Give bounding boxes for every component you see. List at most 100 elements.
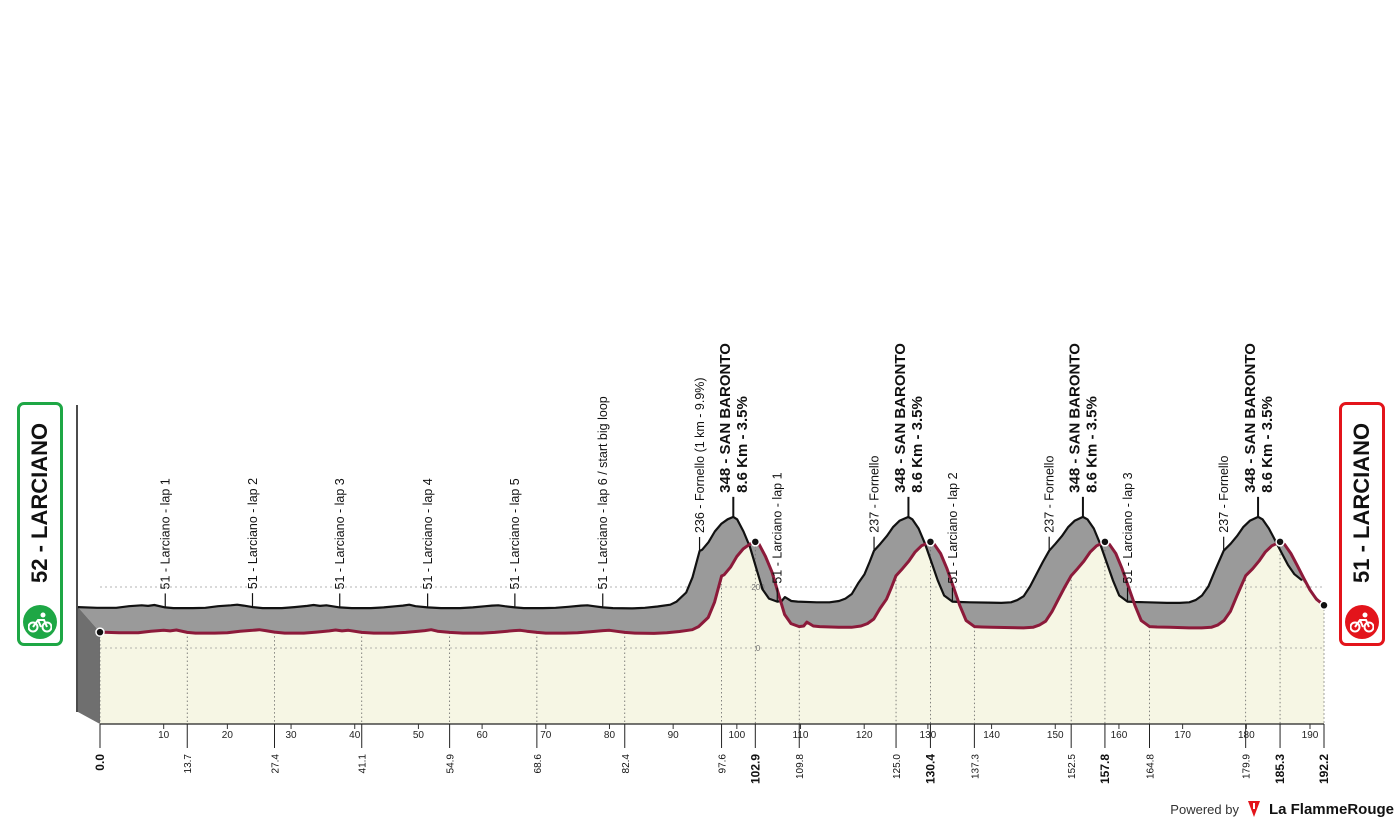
- km-mark-label-17: 185.3: [1273, 754, 1287, 784]
- x-tick-label-6: 70: [540, 730, 552, 741]
- finish-cyclist-icon: [1345, 605, 1379, 639]
- annotation-14: 51 - Larciano - lap 3: [1121, 472, 1135, 583]
- flamme-rouge-logo-icon: [1247, 801, 1260, 817]
- x-tick-label-16: 170: [1174, 730, 1191, 741]
- km-mark-label-2: 27.4: [270, 754, 281, 774]
- km-mark-label-18: 192.2: [1317, 754, 1331, 784]
- x-tick-label-10: 110: [793, 730, 809, 741]
- brand-name: La FlammeRouge: [1269, 801, 1394, 818]
- y-tick-label-1: 200: [751, 583, 765, 592]
- annotation-text-6-0: 236 - Fornello (1 km - 9.9%): [693, 377, 707, 533]
- annotation-16: 348 - SAN BARONTO 8.6 Km - 3.5%: [1242, 343, 1276, 493]
- annotation-text-9-0: 237 - Fornello: [867, 456, 881, 533]
- profile-side-wall: [78, 607, 100, 724]
- annotation-text-7-1: 8.6 Km - 3.5%: [734, 396, 751, 493]
- km-mark-label-14: 157.8: [1098, 754, 1112, 784]
- annotation-text-5-0: 51 - Larciano - lap 6 / start big loop: [596, 396, 610, 589]
- annotation-12: 237 - Fornello: [1043, 456, 1057, 533]
- annotation-text-16-1: 8.6 Km - 3.5%: [1259, 396, 1276, 493]
- annotation-6: 236 - Fornello (1 km - 9.9%): [693, 377, 707, 533]
- route-dot-5: [1319, 600, 1329, 611]
- route-dot-2: [925, 537, 936, 547]
- y-tick-label-0: 0: [756, 644, 761, 653]
- km-mark-label-7: 97.6: [718, 754, 729, 774]
- annotation-11: 51 - Larciano - lap 2: [946, 472, 960, 583]
- x-tick-label-4: 50: [413, 730, 425, 741]
- annotation-text-1-0: 51 - Larciano - lap 2: [246, 478, 260, 589]
- finish-label: 51 - LARCIANO: [1349, 422, 1374, 583]
- x-tick-label-14: 150: [1047, 730, 1064, 741]
- annotation-text-13-1: 8.6 Km - 3.5%: [1084, 396, 1101, 493]
- annotation-text-10-0: 348 - SAN BARONTO: [892, 343, 909, 493]
- annotation-5: 51 - Larciano - lap 6 / start big loop: [596, 396, 610, 589]
- annotation-text-10-1: 8.6 Km - 3.5%: [909, 396, 926, 493]
- km-mark-label-15: 164.8: [1146, 754, 1157, 779]
- km-mark-label-16: 179.9: [1242, 754, 1253, 779]
- powered-by-text: Powered by: [1170, 801, 1239, 817]
- km-mark-label-13: 152.5: [1067, 754, 1078, 779]
- x-tick-label-17: 180: [1238, 730, 1255, 741]
- km-mark-label-1: 13.7: [183, 754, 194, 774]
- km-mark-label-3: 41.1: [358, 754, 369, 774]
- x-tick-label-15: 160: [1111, 730, 1128, 741]
- km-mark-label-9: 109.8: [795, 754, 806, 779]
- annotation-4: 51 - Larciano - lap 5: [508, 478, 522, 589]
- x-tick-label-18: 190: [1302, 730, 1319, 741]
- start-badge: 52 - LARCIANO: [17, 402, 63, 646]
- annotation-text-14-0: 51 - Larciano - lap 3: [1121, 472, 1135, 583]
- x-tick-label-3: 40: [349, 730, 361, 741]
- annotation-text-11-0: 51 - Larciano - lap 2: [946, 472, 960, 583]
- x-tick-label-11: 120: [856, 730, 873, 741]
- km-mark-label-8: 102.9: [748, 754, 762, 784]
- km-mark-label-6: 82.4: [621, 754, 632, 774]
- km-mark-label-11: 130.4: [923, 754, 937, 784]
- km-mark-label-4: 54.9: [446, 754, 457, 774]
- brand-name-b: Rouge: [1347, 800, 1394, 818]
- km-mark-label-5: 68.6: [533, 754, 544, 774]
- x-tick-label-5: 60: [477, 730, 489, 741]
- x-tick-label-0: 10: [158, 730, 170, 741]
- x-tick-label-8: 90: [668, 730, 680, 741]
- annotation-0: 51 - Larciano - lap 1: [159, 478, 173, 589]
- annotation-13: 348 - SAN BARONTO 8.6 Km - 3.5%: [1067, 343, 1101, 493]
- annotation-text-4-0: 51 - Larciano - lap 5: [508, 478, 522, 589]
- x-tick-label-9: 100: [728, 730, 745, 741]
- annotation-3: 51 - Larciano - lap 4: [421, 478, 435, 589]
- km-mark-label-10: 125.0: [892, 754, 903, 779]
- route-dot-4: [1275, 537, 1285, 547]
- annotation-10: 348 - SAN BARONTO 8.6 Km - 3.5%: [892, 343, 926, 493]
- annotation-text-0-0: 51 - Larciano - lap 1: [159, 478, 173, 589]
- annotation-text-13-0: 348 - SAN BARONTO: [1067, 343, 1084, 493]
- x-tick-label-13: 140: [983, 730, 1000, 741]
- annotation-text-3-0: 51 - Larciano - lap 4: [421, 478, 435, 589]
- x-tick-label-2: 30: [285, 730, 297, 741]
- annotation-text-8-0: 51 - Larciano - lap 1: [771, 472, 785, 583]
- route-dot-1: [750, 537, 761, 547]
- annotation-text-7-0: 348 - SAN BARONTO: [717, 343, 734, 493]
- annotation-text-15-0: 237 - Fornello: [1217, 456, 1231, 533]
- start-cyclist-icon: [23, 605, 57, 639]
- km-mark-label-12: 137.3: [970, 754, 981, 779]
- km-mark-label-0: 0.0: [93, 754, 107, 771]
- route-line: [99, 540, 1325, 635]
- powered-by: Powered by La FlammeRouge: [1170, 799, 1394, 819]
- x-tick-label-1: 20: [222, 730, 234, 741]
- annotation-15: 237 - Fornello: [1217, 456, 1231, 533]
- annotation-text-12-0: 237 - Fornello: [1043, 456, 1057, 533]
- annotation-text-2-0: 51 - Larciano - lap 3: [333, 478, 347, 589]
- annotation-8: 51 - Larciano - lap 1: [771, 472, 785, 583]
- annotation-9: 237 - Fornello: [867, 456, 881, 533]
- start-label: 52 - LARCIANO: [27, 422, 52, 583]
- brand-name-a: La Flamme: [1268, 800, 1348, 818]
- route-dot-0: [95, 627, 105, 637]
- annotation-2: 51 - Larciano - lap 3: [333, 478, 347, 589]
- annotation-7: 348 - SAN BARONTO 8.6 Km - 3.5%: [717, 343, 751, 493]
- route-dot-3: [1100, 537, 1110, 547]
- x-tick-label-12: 130: [920, 730, 937, 741]
- finish-badge: 51 - LARCIANO: [1339, 402, 1385, 646]
- annotation-text-16-0: 348 - SAN BARONTO: [1242, 343, 1259, 493]
- profile-plain: [100, 541, 1324, 724]
- annotation-1: 51 - Larciano - lap 2: [246, 478, 260, 589]
- x-tick-label-7: 80: [604, 730, 616, 741]
